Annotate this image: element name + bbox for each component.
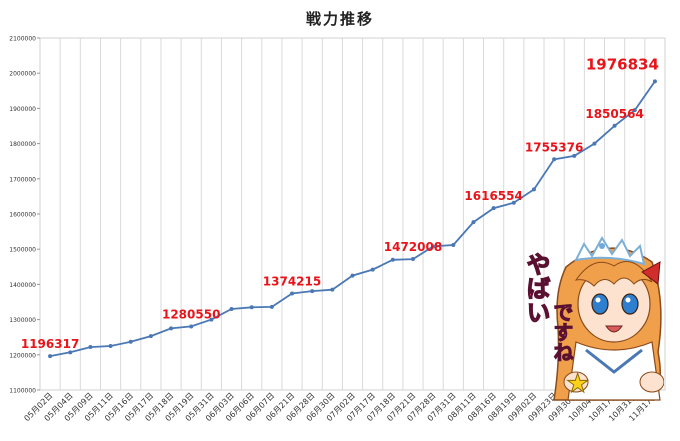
data-point [652, 79, 657, 84]
data-point [451, 242, 456, 247]
character-sticker: やばい ですね ★ [521, 236, 664, 401]
data-point [531, 187, 536, 192]
data-point [249, 305, 254, 310]
y-tick-label: 2000000 [9, 71, 36, 78]
sticker-text-line2: ですね [550, 302, 574, 362]
data-point [491, 206, 496, 211]
data-point [552, 157, 557, 162]
data-point [632, 108, 637, 113]
data-point [128, 339, 133, 344]
sticker-text-line1: やばい [522, 252, 550, 324]
star-icon: ★ [566, 369, 589, 399]
data-point [209, 317, 214, 322]
data-point [592, 141, 597, 146]
data-label: 1976834 [586, 55, 659, 73]
data-point [330, 287, 335, 292]
y-tick-label: 1600000 [9, 212, 36, 219]
data-point [290, 291, 295, 296]
data-label: 1472008 [384, 240, 442, 254]
data-point [88, 345, 93, 350]
mouth-shape [605, 325, 623, 333]
eye-left [591, 293, 609, 315]
data-point [68, 350, 73, 355]
data-label: 1280550 [162, 307, 220, 321]
data-point [229, 307, 234, 312]
eye-right [621, 293, 639, 315]
y-tick-label: 1700000 [9, 176, 36, 183]
data-label: 1374215 [263, 274, 321, 288]
y-tick-label: 1900000 [9, 106, 36, 113]
chart-title: 戦力推移 [305, 10, 374, 28]
data-point [148, 334, 153, 339]
y-tick-label: 1200000 [9, 352, 36, 359]
data-point [108, 344, 113, 348]
y-tick-label: 1100000 [9, 388, 36, 395]
data-point [410, 257, 415, 262]
data-point [269, 304, 274, 309]
data-point [350, 273, 355, 278]
data-label: 1616554 [464, 189, 522, 203]
data-point [471, 220, 476, 225]
data-point [169, 326, 174, 331]
y-tick-label: 1800000 [9, 141, 36, 148]
data-point [48, 354, 53, 359]
data-label: 1196317 [21, 337, 79, 351]
data-point [612, 123, 617, 128]
data-label: 1850564 [585, 107, 643, 121]
data-point [189, 324, 194, 329]
data-label: 1755376 [525, 140, 583, 154]
y-tick-label: 1300000 [9, 317, 36, 324]
y-tick-label: 1500000 [9, 247, 36, 254]
data-point [310, 289, 315, 294]
data-point [431, 244, 436, 249]
y-tick-label: 1400000 [9, 282, 36, 289]
data-point [511, 200, 516, 205]
y-tick-label: 2100000 [9, 36, 36, 43]
tiara-shape [574, 236, 646, 266]
data-point [390, 257, 395, 262]
data-point [370, 267, 375, 272]
data-point [572, 153, 577, 158]
